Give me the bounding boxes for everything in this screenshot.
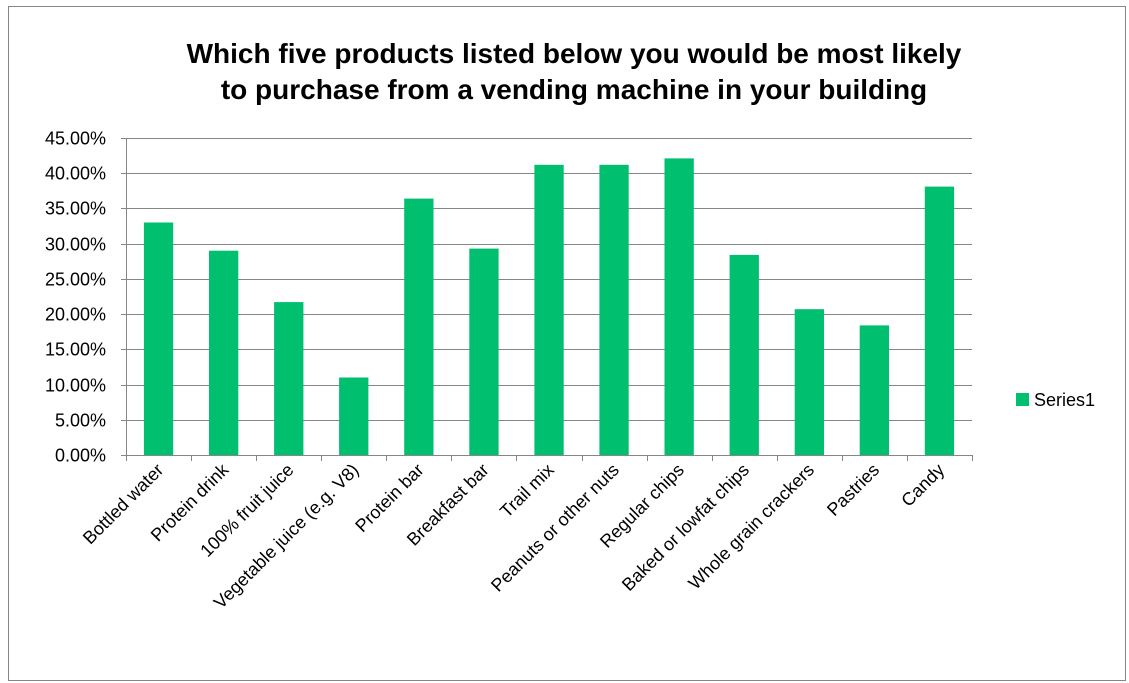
bar (859, 325, 889, 455)
bar (209, 250, 239, 455)
y-tick-label: 10.00% (45, 376, 106, 396)
bar (469, 248, 499, 455)
x-category-label: Trail mix (496, 460, 558, 522)
y-tick-label: 15.00% (45, 340, 106, 360)
y-tick-label: 40.00% (45, 164, 106, 184)
legend-label-series1: Series1 (1034, 390, 1095, 410)
bar (664, 158, 694, 455)
axes (121, 138, 973, 461)
chart-title-line-2: to purchase from a vending machine in yo… (221, 74, 927, 105)
y-tick-label: 45.00% (45, 129, 106, 149)
y-tick-label: 0.00% (55, 446, 106, 466)
legend: Series1 (1016, 390, 1095, 410)
legend-swatch-series1 (1016, 393, 1029, 406)
bar (404, 198, 434, 455)
bar (599, 164, 629, 456)
y-tick-label: 30.00% (45, 235, 106, 255)
y-tick-label: 5.00% (55, 411, 106, 431)
bar-chart: Which five products listed below you wou… (45, 38, 1095, 613)
y-tick-label: 20.00% (45, 305, 106, 325)
x-category-label: Whole grain crackers (684, 460, 818, 594)
chart-area: Which five products listed below you wou… (8, 6, 1126, 681)
bar (794, 309, 824, 455)
x-category-label: Peanuts or other nuts (487, 460, 623, 596)
x-category-label: Baked or lowfat chips (618, 460, 753, 595)
x-category-label: Pastries (823, 460, 883, 520)
bar (534, 164, 564, 456)
bars (143, 158, 955, 456)
chart-title-line-1: Which five products listed below you wou… (187, 38, 962, 69)
chart-title: Which five products listed below you wou… (187, 38, 962, 105)
bar (339, 377, 369, 455)
x-category-label: Candy (897, 460, 948, 511)
bar (924, 186, 955, 455)
y-axis-tick-labels: 0.00% 5.00% 10.00% 15.00% 20.00% 25.00% 30.00%… (45, 129, 106, 466)
y-tick-label: 35.00% (45, 199, 106, 219)
bar (143, 222, 174, 455)
bar (274, 302, 304, 455)
bar (729, 254, 759, 455)
y-tick-label: 25.00% (45, 270, 106, 290)
